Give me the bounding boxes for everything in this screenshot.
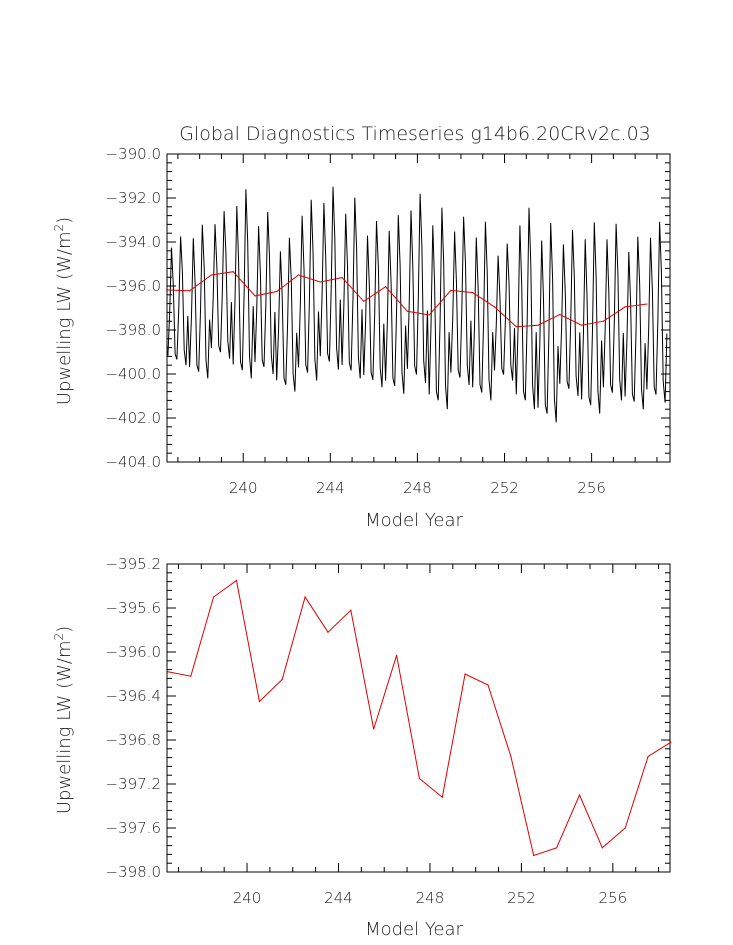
bottom-y-tick-label: −397.6	[105, 819, 161, 837]
top-annual-mean-point	[602, 320, 604, 322]
bottom-annual-mean-point	[327, 631, 329, 633]
bottom-annual-mean-point	[533, 854, 535, 857]
bottom-x-tick-labels: 240 244 248 252 256	[233, 889, 627, 907]
bottom-annual-mean-point	[647, 755, 649, 758]
bottom-y-tick-label: −395.6	[105, 599, 161, 617]
bottom-x-tick-label: 248	[416, 889, 445, 907]
top-y-tick-label: −398.0	[105, 321, 161, 339]
top-x-tick-label: 248	[403, 479, 432, 497]
bottom-annual-mean-point	[418, 777, 421, 780]
bottom-x-tick-label: 244	[324, 889, 353, 907]
top-y-label-sup: 2	[52, 224, 66, 232]
bottom-panel: −398.0 −397.6 −397.2 −396.8 −396.4 −396.0 −395…	[52, 555, 672, 940]
top-annual-mean-point	[341, 277, 343, 279]
top-y-axis-label: Upwelling LW (W/m2)	[52, 217, 75, 405]
top-annual-mean-point	[276, 290, 278, 293]
bottom-annual-mean-point	[441, 796, 443, 798]
top-x-tick-labels: 240 244 248 252 256	[229, 479, 606, 497]
top-annual-mean-point	[319, 281, 321, 283]
top-y-tick-label: −394.0	[105, 233, 161, 251]
bottom-annual-mean-point	[510, 755, 512, 758]
bottom-y-label-sup: 2	[52, 633, 66, 641]
top-annual-mean-point	[537, 324, 539, 326]
top-annual-mean-point	[210, 274, 213, 276]
bottom-x-tick-label: 240	[233, 889, 262, 907]
top-y-label-main: Upwelling LW (W/m	[54, 232, 75, 406]
bottom-y-tick-label: −396.0	[105, 643, 161, 661]
bottom-y-tick-label: −397.2	[105, 775, 161, 793]
bottom-y-axis-label: Upwelling LW (W/m2)	[52, 626, 75, 814]
bottom-y-tick-label: −396.8	[105, 731, 161, 749]
top-y-tick-label: −402.0	[105, 409, 161, 427]
top-y-tick-label: −400.0	[105, 365, 161, 383]
top-annual-mean-point	[254, 295, 256, 297]
bottom-annual-mean-point	[464, 673, 466, 675]
top-x-tick-label: 252	[490, 479, 519, 497]
top-annual-mean-point	[428, 314, 430, 316]
bottom-y-tick-label: −396.4	[105, 687, 161, 705]
top-annual-points	[167, 271, 648, 328]
bottom-annual-mean-point	[167, 671, 169, 673]
bottom-annual-mean-point	[670, 741, 672, 743]
bottom-y-label-close: )	[54, 626, 75, 633]
bottom-ticks	[167, 563, 670, 873]
top-y-label-close: )	[54, 217, 75, 224]
top-x-tick-label: 256	[577, 479, 606, 497]
bottom-annual-mean-point	[350, 609, 352, 611]
bottom-annual-mean-point	[555, 847, 558, 849]
bottom-annual-mean-point	[624, 827, 626, 829]
bottom-x-tick-label: 256	[599, 889, 628, 907]
top-annual-mean-point	[515, 326, 517, 328]
top-y-tick-label: −404.0	[105, 453, 161, 471]
bottom-y-tick-label: −398.0	[105, 863, 161, 881]
top-plot-frame	[166, 153, 671, 463]
bottom-y-tick-labels: −398.0 −397.6 −397.2 −396.8 −396.4 −396.0 −395…	[105, 555, 161, 881]
bottom-annual-mean-point	[190, 675, 192, 677]
top-annual-mean-point	[189, 290, 191, 292]
top-annual-mean-point	[167, 289, 169, 291]
bottom-annual-mean-point	[281, 678, 283, 681]
bottom-annual-mean-point	[213, 596, 215, 598]
bottom-annual-mean-point	[258, 700, 260, 703]
top-annual-mean-point	[472, 292, 474, 294]
bottom-annual-mean-point	[487, 684, 489, 686]
top-annual-mean-point	[232, 271, 234, 273]
top-annual-mean-point	[624, 306, 626, 308]
top-x-axis-label: Model Year	[365, 510, 463, 531]
top-annual-mean-point	[385, 286, 387, 288]
bottom-y-label-main: Upwelling LW (W/m	[54, 641, 75, 815]
top-annual-mean-point	[450, 289, 452, 291]
bottom-annual-mean-point	[578, 794, 581, 796]
top-y-tick-labels: −404.0 −402.0 −400.0 −398.0 −396.0 −394.0 −392…	[105, 145, 161, 471]
top-y-tick-label: −396.0	[105, 277, 161, 295]
bottom-plot-frame	[166, 563, 671, 873]
bottom-annual-mean-point	[235, 579, 238, 582]
top-annual-mean-point	[646, 303, 648, 305]
bottom-annual-mean-point	[373, 728, 375, 730]
top-series-monthly-line	[167, 186, 668, 423]
bottom-annual-mean-point	[304, 596, 306, 598]
top-y-tick-label: −392.0	[105, 189, 161, 207]
bottom-y-tick-label: −395.2	[105, 555, 161, 573]
top-y-tick-label: −390.0	[105, 145, 161, 163]
top-x-tick-label: 244	[316, 479, 345, 497]
top-annual-mean-point	[406, 310, 408, 312]
top-panel: Global Diagnostics Timeseries g14b6.20CR…	[52, 123, 671, 531]
top-annual-mean-point	[297, 274, 300, 276]
bottom-x-axis-label: Model Year	[365, 919, 463, 940]
top-annual-mean-point	[363, 300, 365, 302]
top-x-tick-label: 240	[229, 479, 258, 497]
top-annual-mean-point	[559, 314, 561, 316]
bottom-series-annual-line	[167, 579, 672, 857]
top-annual-mean-point	[580, 324, 583, 326]
bottom-annual-points	[167, 579, 672, 857]
bottom-x-tick-label: 252	[507, 889, 536, 907]
top-chart-title: Global Diagnostics Timeseries g14b6.20CR…	[179, 123, 651, 145]
bottom-annual-mean-point	[395, 654, 398, 656]
bottom-annual-mean-point	[601, 847, 603, 849]
top-annual-mean-point	[493, 306, 496, 308]
